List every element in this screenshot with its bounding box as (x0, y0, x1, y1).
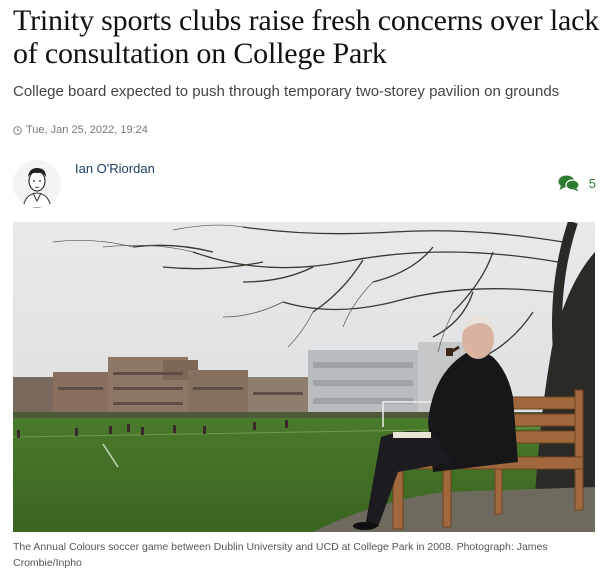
photo-caption: The Annual Colours soccer game between D… (13, 541, 548, 569)
article-headline: Trinity sports clubs raise fresh concern… (13, 4, 600, 70)
author-portrait-icon (13, 160, 61, 208)
article-timestamp: Tue, Jan 25, 2022, 19:24 (26, 124, 148, 136)
article-photo (13, 222, 595, 532)
college-park-photo (13, 222, 595, 532)
clock-icon (13, 125, 22, 135)
author-link[interactable]: Ian O'Riordan (75, 161, 155, 176)
comments-icon (558, 175, 580, 192)
comments-button[interactable]: 5 (558, 175, 596, 192)
article-standfirst: College board expected to push through t… (13, 83, 560, 100)
article-dateline: Tue, Jan 25, 2022, 19:24 (13, 123, 148, 137)
comments-count: 5 (588, 176, 596, 191)
author-avatar[interactable] (13, 160, 61, 208)
